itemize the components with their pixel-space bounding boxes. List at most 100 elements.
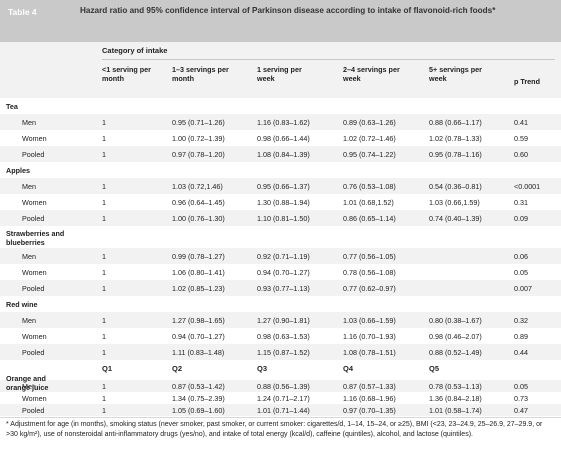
table-row: Pooled 1 1.05 (0.69–1.60) 1.01 (0.71–1.44) 0… [0, 404, 561, 416]
row-label: Men [22, 316, 36, 325]
cell: 1.16 (0.68–1.96) [343, 394, 396, 403]
cell: 0.77 (0.56–1.05) [343, 252, 396, 261]
table-header: Table 4 Hazard ratio and 95% confidence … [0, 0, 561, 42]
group-row-apples: Apples [0, 162, 561, 178]
row-label: Women [22, 268, 47, 277]
cell: 0.99 (0.78–1.27) [172, 252, 225, 261]
cell: 1 [102, 348, 106, 357]
group-label: Tea [6, 102, 18, 111]
cell: 0.88 (0.52–1.49) [429, 348, 482, 357]
cell: 0.92 (0.71–1.19) [257, 252, 310, 261]
p-value: 0.09 [514, 214, 528, 223]
p-value: 0.007 [514, 284, 532, 293]
cell: 1.08 (0.84–1.39) [257, 150, 310, 159]
cell: 0.98 (0.46–2.07) [429, 332, 482, 341]
column-header: 5+ servings per week [429, 65, 482, 83]
category-title: Category of intake [102, 46, 168, 55]
footnote-divider [0, 417, 561, 418]
cell: 1.16 (0.70–1.93) [343, 332, 396, 341]
row-label: Women [22, 134, 47, 143]
cell: 1 [102, 394, 106, 403]
table-row: Pooled 1 1.00 (0.76–1.30) 1.10 (0.81–1.5… [0, 210, 561, 226]
row-label: Men [22, 252, 36, 261]
cell: 0.54 (0.36–0.81) [429, 182, 482, 191]
group-row-red-wine: Red wine [0, 296, 561, 312]
p-value: 0.41 [514, 118, 528, 127]
cell: 0.95 (0.78–1.16) [429, 150, 482, 159]
cell: 1.00 (0.72–1.39) [172, 134, 225, 143]
cell: 1.08 (0.78–1.51) [343, 348, 396, 357]
category-divider [102, 59, 555, 60]
cell: 0.97 (0.78–1.20) [172, 150, 225, 159]
row-label: Pooled [22, 348, 45, 357]
cell: 0.87 (0.53–1.42) [172, 382, 225, 391]
row-label: Women [22, 198, 47, 207]
quintile-label: Q5 [429, 364, 440, 373]
group-row-orange: Orange and orange juice [0, 372, 90, 416]
cell: 1 [102, 406, 106, 415]
cell: 1.27 (0.98–1.65) [172, 316, 225, 325]
cell: 1 [102, 198, 106, 207]
table-row: Women 1 1.34 (0.75–2.39) 1.24 (0.71–2.17) 1.… [0, 392, 561, 404]
row-label: Women [22, 394, 47, 403]
quintile-label: Q1 [102, 364, 113, 373]
group-row-strawberries: Strawberries and blueberries [0, 226, 561, 248]
table-row: Pooled 1 1.02 (0.85–1.23) 0.93 (0.77–1.1… [0, 280, 561, 296]
cell: 1.10 (0.81–1.50) [257, 214, 310, 223]
quintile-row: Q1 Q2 Q3 Q4 Q5 [0, 360, 561, 376]
cell: 1.30 (0.88–1.94) [257, 198, 310, 207]
cell: 1.15 (0.87–1.52) [257, 348, 310, 357]
cell: 1.16 (0.83–1.62) [257, 118, 310, 127]
cell: 1 [102, 268, 106, 277]
column-header-row: Category of intake <1 serving per month … [0, 42, 561, 98]
cell: 1.02 (0.72–1.46) [343, 134, 396, 143]
cell: 1.03 (0.66,1.59) [429, 198, 480, 207]
table-row: Men 1 0.95 (0.71–1.26) 1.16 (0.83–1.62) … [0, 114, 561, 130]
column-header: 1 serving per week [257, 65, 302, 83]
table-row: Pooled 1 1.11 (0.83–1.48) 1.15 (0.87–1.5… [0, 344, 561, 360]
cell: 1.01 (0.58–1.74) [429, 406, 482, 415]
cell: 1 [102, 214, 106, 223]
cell: 0.88 (0.66–1.17) [429, 118, 482, 127]
cell: 1 [102, 150, 106, 159]
p-value: 0.05 [514, 268, 528, 277]
cell: 0.98 (0.63–1.53) [257, 332, 310, 341]
cell: 0.74 (0.40–1.39) [429, 214, 482, 223]
cell: 0.93 (0.77–1.13) [257, 284, 310, 293]
column-header: 1–3 servings per month [172, 65, 229, 83]
cell: 0.86 (0.65–1.14) [343, 214, 396, 223]
p-value: 0.32 [514, 316, 528, 325]
row-label: Men [22, 382, 36, 391]
cell: 1 [102, 182, 106, 191]
cell: 0.88 (0.56–1.39) [257, 382, 310, 391]
group-label: Apples [6, 166, 30, 175]
p-value: <0.0001 [514, 182, 541, 191]
p-value: 0.05 [514, 382, 528, 391]
p-value: 0.60 [514, 150, 528, 159]
group-label: Orange and orange juice [6, 374, 49, 392]
table-row: Men 1 1.27 (0.98–1.65) 1.27 (0.90–1.81) … [0, 312, 561, 328]
cell: 1.03 (0.66–1.59) [343, 316, 396, 325]
cell: 1.01 (0.68,1.52) [343, 198, 394, 207]
p-value: 0.89 [514, 332, 528, 341]
p-value: 0.47 [514, 406, 528, 415]
cell: 1 [102, 134, 106, 143]
cell: 1.24 (0.71–2.17) [257, 394, 310, 403]
column-header: <1 serving per month [102, 65, 151, 83]
cell: 0.98 (0.66–1.44) [257, 134, 310, 143]
p-value: 0.44 [514, 348, 528, 357]
cell: 1.34 (0.75–2.39) [172, 394, 225, 403]
cell: 1.05 (0.69–1.60) [172, 406, 225, 415]
row-label: Pooled [22, 150, 45, 159]
cell: 0.95 (0.74–1.22) [343, 150, 396, 159]
cell: 0.78 (0.56–1.08) [343, 268, 396, 277]
cell: 1.02 (0.85–1.23) [172, 284, 225, 293]
cell: 1.27 (0.90–1.81) [257, 316, 310, 325]
cell: 0.78 (0.53–1.13) [429, 382, 482, 391]
table-title: Hazard ratio and 95% confidence interval… [80, 6, 496, 15]
cell: 1 [102, 382, 106, 391]
row-label: Women [22, 332, 47, 341]
cell: 0.87 (0.57–1.33) [343, 382, 396, 391]
table-row: Pooled 1 0.97 (0.78–1.20) 1.08 (0.84–1.3… [0, 146, 561, 162]
p-value: 0.06 [514, 252, 528, 261]
